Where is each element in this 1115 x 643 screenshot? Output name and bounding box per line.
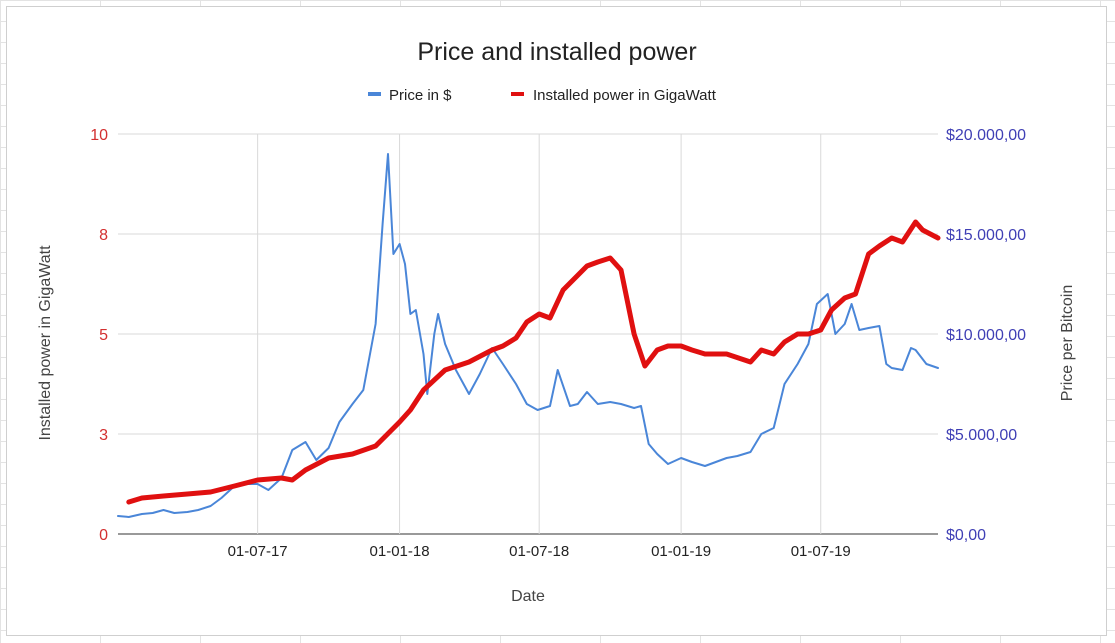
x-tick: 01-01-18 [370, 543, 430, 560]
x-tick: 01-01-19 [651, 543, 711, 560]
y-tick-right: $5.000,00 [946, 427, 1017, 444]
series-lines [117, 153, 941, 518]
x-tick: 01-07-19 [791, 543, 851, 560]
y-tick-left: 10 [90, 127, 108, 144]
x-tick: 01-07-17 [228, 543, 288, 560]
price-line [117, 153, 939, 518]
y-tick-right: $15.000,00 [946, 227, 1026, 244]
x-axis-title: Date [511, 588, 545, 605]
legend-label-power: Installed power in GigaWatt [533, 87, 717, 104]
tick-labels: 0 3 5 8 10 $0,00 $5.000,00 $10.000,00 $15.000,00… [90, 127, 1026, 560]
chart-frame[interactable] [6, 6, 1107, 636]
x-tick: 01-07-18 [509, 543, 569, 560]
y-tick-left: 3 [99, 427, 108, 444]
y-axis-left-title: Installed power in GigaWatt [37, 245, 54, 441]
y-tick-left: 0 [99, 527, 108, 544]
y-tick-right: $0,00 [946, 527, 986, 544]
chart-title: Price and installed power [417, 38, 696, 66]
y-tick-right: $20.000,00 [946, 127, 1026, 144]
legend-swatch-price [368, 92, 381, 96]
legend-label-price: Price in $ [389, 87, 452, 104]
legend-swatch-power [511, 92, 524, 96]
y-tick-left: 8 [99, 227, 108, 244]
legend[interactable]: Price in $ Installed power in GigaWatt [368, 87, 717, 104]
y-tick-right: $10.000,00 [946, 327, 1026, 344]
y-axis-right-title: Price per Bitcoin [1059, 285, 1076, 402]
y-tick-left: 5 [99, 327, 108, 344]
installed-power-line [126, 219, 941, 505]
